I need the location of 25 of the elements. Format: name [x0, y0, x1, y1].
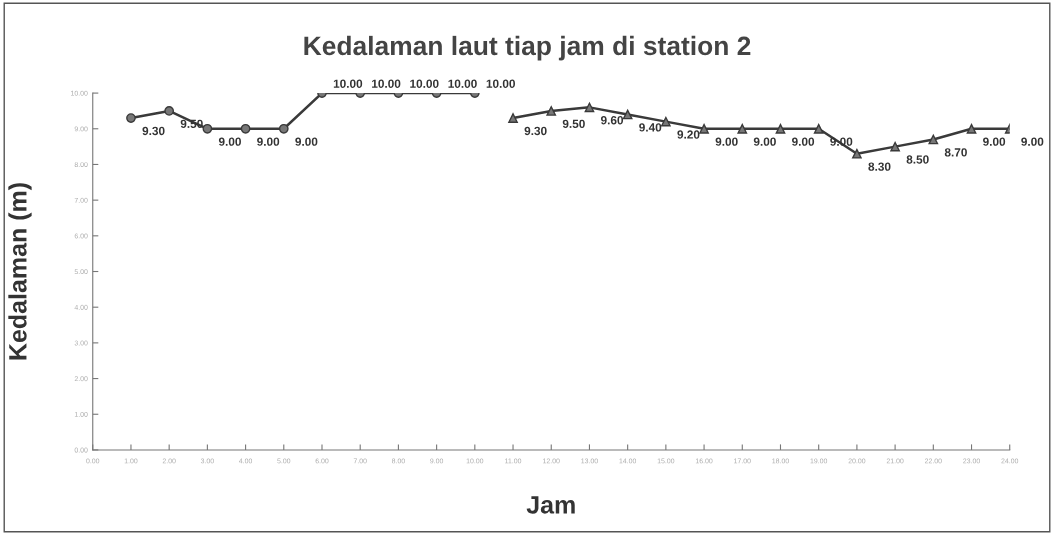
data-label: 9.00 — [792, 137, 815, 146]
data-label: 9.00 — [715, 137, 738, 146]
data-label: 9.60 — [600, 116, 624, 125]
data-label: 9.40 — [639, 123, 662, 132]
data-label: 8.70 — [944, 148, 967, 157]
data-label: 9.00 — [218, 137, 241, 146]
data-label: 10.00 — [333, 79, 363, 88]
data-label: 9.00 — [753, 137, 776, 146]
data-label: 8.30 — [868, 162, 891, 171]
data-label: 9.00 — [257, 137, 280, 146]
data-label: 10.00 — [486, 79, 515, 88]
y-axis-title: Kedalaman (m) — [8, 183, 32, 360]
data-label: 9.00 — [983, 137, 1006, 146]
x-axis-title: Jam — [526, 496, 575, 514]
data-label: 9.50 — [562, 119, 585, 128]
data-label: 10.00 — [410, 79, 439, 88]
data-label: 10.00 — [372, 79, 401, 88]
data-label: 9.30 — [142, 126, 165, 136]
chart-title: Kedalaman laut tiap jam di station 2 — [304, 35, 751, 61]
data-label: 8.50 — [906, 155, 929, 164]
data-label: 9.30 — [524, 126, 547, 136]
data-label: 9.20 — [677, 130, 700, 139]
data-label: 9.00 — [1021, 137, 1044, 146]
data-label: 10.00 — [448, 79, 477, 88]
data-label: 9.00 — [295, 137, 318, 146]
